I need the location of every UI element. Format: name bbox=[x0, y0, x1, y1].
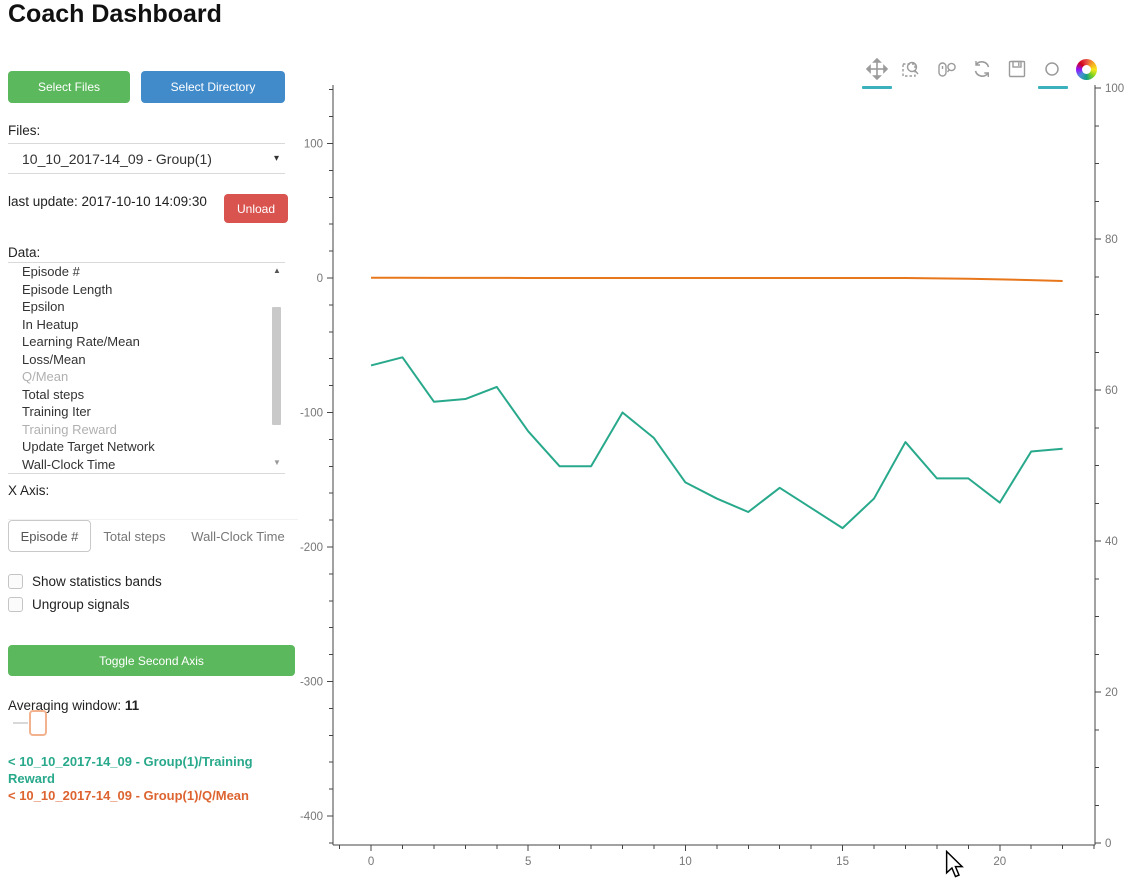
unload-button[interactable]: Unload bbox=[224, 194, 288, 223]
data-list-item[interactable]: Training Iter bbox=[22, 404, 91, 419]
svg-text:5: 5 bbox=[525, 856, 531, 868]
files-label: Files: bbox=[8, 123, 41, 138]
select-directory-button[interactable]: Select Directory bbox=[141, 71, 285, 103]
wheel-zoom-tool-icon[interactable] bbox=[936, 58, 958, 80]
last-update-text: last update: 2017-10-10 14:09:30 bbox=[8, 194, 207, 209]
pan-tool-active-underline bbox=[862, 86, 892, 89]
scroll-down-icon[interactable]: ▼ bbox=[273, 458, 281, 467]
show-statistics-bands-checkbox[interactable] bbox=[8, 574, 23, 589]
averaging-slider-handle[interactable] bbox=[29, 710, 47, 736]
scroll-up-icon[interactable]: ▲ bbox=[273, 266, 281, 275]
bokeh-logo[interactable] bbox=[1076, 58, 1097, 80]
data-list-item[interactable]: In Heatup bbox=[22, 316, 79, 332]
svg-text:0: 0 bbox=[368, 856, 374, 868]
show-statistics-bands-label: Show statistics bands bbox=[32, 574, 162, 589]
data-list-item[interactable]: Total steps bbox=[22, 386, 85, 402]
data-list-item[interactable]: Q/Mean bbox=[22, 369, 69, 384]
xaxis-option-wall-clock-time[interactable]: Wall-Clock Time bbox=[178, 520, 298, 552]
xaxis-toggle-group: Episode # Total steps Wall-Clock Time bbox=[8, 519, 298, 552]
averaging-window-label: Averaging window: 11 bbox=[8, 698, 139, 713]
legend-entry[interactable]: < 10_10_2017-14_09 - Group(1)/Training R… bbox=[8, 754, 253, 786]
data-list-item[interactable]: Wall-Clock Time bbox=[22, 456, 116, 472]
select-files-button[interactable]: Select Files bbox=[8, 71, 130, 103]
chevron-down-icon: ▾ bbox=[273, 153, 279, 164]
svg-text:100: 100 bbox=[1105, 83, 1124, 95]
xaxis-option-total-steps[interactable]: Total steps bbox=[91, 520, 178, 552]
show-statistics-bands-checkbox-row[interactable]: Show statistics bands bbox=[8, 574, 162, 589]
reset-tool-icon[interactable] bbox=[971, 58, 993, 80]
svg-text:60: 60 bbox=[1105, 385, 1118, 397]
svg-text:20: 20 bbox=[993, 856, 1006, 868]
signal-legend: < 10_10_2017-14_09 - Group(1)/Training R… bbox=[8, 753, 280, 804]
hover-tool-icon[interactable] bbox=[1041, 58, 1063, 80]
data-list-item[interactable]: Episode Length bbox=[22, 281, 113, 297]
svg-text:-100: -100 bbox=[300, 407, 323, 419]
data-list-item[interactable]: Episode # bbox=[22, 264, 80, 279]
scrollbar-thumb[interactable] bbox=[272, 307, 281, 425]
pan-tool-icon[interactable] bbox=[866, 58, 888, 80]
averaging-slider-track[interactable] bbox=[13, 722, 28, 724]
data-list-item[interactable]: Update Target Network bbox=[22, 439, 155, 454]
ungroup-signals-label: Ungroup signals bbox=[32, 597, 130, 612]
averaging-window-value: 11 bbox=[124, 698, 140, 713]
mouse-cursor bbox=[945, 850, 964, 878]
xaxis-option-episode-[interactable]: Episode # bbox=[8, 520, 91, 552]
svg-text:10: 10 bbox=[679, 856, 692, 868]
svg-text:-200: -200 bbox=[300, 542, 323, 554]
svg-text:20: 20 bbox=[1105, 687, 1118, 699]
svg-text:80: 80 bbox=[1105, 234, 1118, 246]
hover-tool-active-underline bbox=[1038, 86, 1068, 89]
legend-entry[interactable]: < 10_10_2017-14_09 - Group(1)/Q/Mean bbox=[8, 788, 249, 803]
svg-text:15: 15 bbox=[836, 856, 849, 868]
toggle-second-axis-button[interactable]: Toggle Second Axis bbox=[8, 645, 295, 676]
save-tool-icon[interactable] bbox=[1006, 58, 1028, 80]
data-list-item[interactable]: Training Reward bbox=[22, 421, 117, 437]
svg-text:40: 40 bbox=[1105, 536, 1118, 548]
data-list-item[interactable]: Learning Rate/Mean bbox=[22, 334, 140, 349]
files-select-value: 10_10_2017-14_09 - Group(1) bbox=[22, 150, 212, 167]
svg-text:0: 0 bbox=[317, 273, 323, 285]
listbox-scrollbar[interactable]: ▲ ▼ bbox=[271, 265, 283, 469]
page-title: Coach Dashboard bbox=[8, 0, 222, 28]
data-list-item[interactable]: Epsilon bbox=[22, 299, 65, 314]
plot-toolbar bbox=[866, 58, 1097, 80]
svg-text:0: 0 bbox=[1105, 838, 1111, 850]
box-zoom-tool-icon[interactable] bbox=[901, 58, 923, 80]
data-list: Episode # Episode Length Epsilon In Heatup L… bbox=[8, 263, 285, 473]
data-list-item[interactable]: Loss/Mean bbox=[22, 351, 86, 367]
svg-text:-300: -300 bbox=[300, 676, 323, 688]
data-listbox[interactable]: Episode # Episode Length Epsilon In Heatup L… bbox=[8, 262, 285, 474]
ungroup-signals-checkbox[interactable] bbox=[8, 597, 23, 612]
data-label: Data: bbox=[8, 245, 41, 260]
svg-text:100: 100 bbox=[304, 139, 323, 151]
ungroup-signals-checkbox-row[interactable]: Ungroup signals bbox=[8, 597, 130, 612]
xaxis-label: X Axis: bbox=[8, 483, 50, 498]
averaging-window-text: Averaging window: bbox=[8, 698, 122, 713]
files-select[interactable]: 10_10_2017-14_09 - Group(1) ▾ bbox=[8, 143, 285, 174]
svg-text:-400: -400 bbox=[300, 811, 323, 823]
